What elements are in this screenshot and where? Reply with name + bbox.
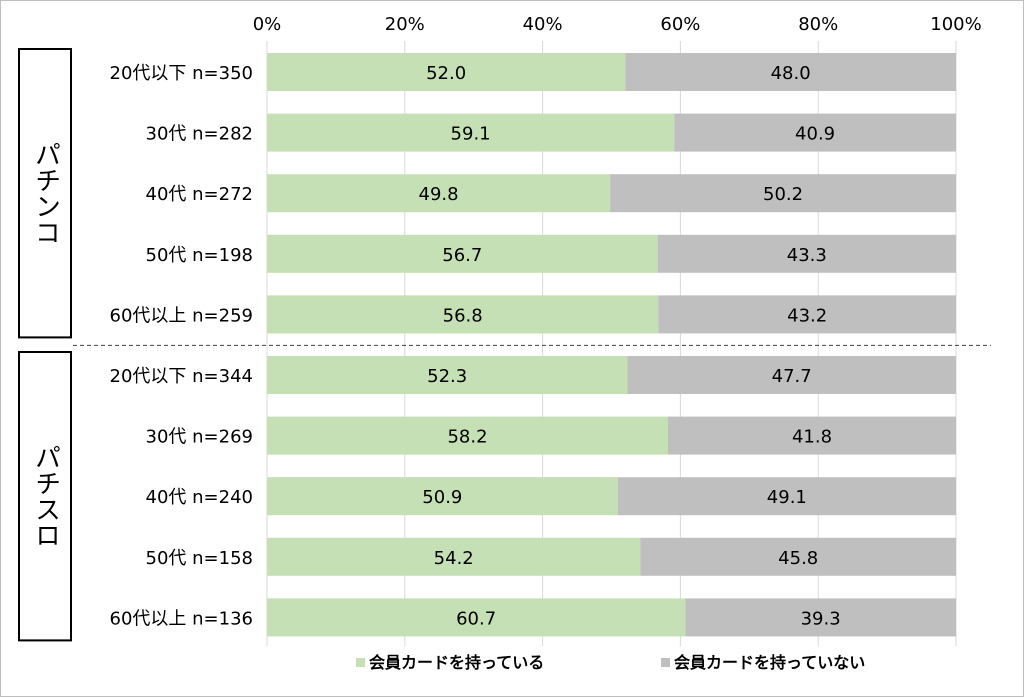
- legend-swatch-has-card: [356, 658, 365, 667]
- data-label: 50.2: [763, 184, 803, 205]
- bar-segment-has-card: [267, 477, 618, 516]
- data-label: 47.7: [772, 366, 812, 387]
- legend-swatch-no-card: [661, 658, 670, 667]
- bar-segment-has-card: [267, 295, 659, 334]
- data-label: 60.7: [456, 608, 496, 629]
- legend-label: 会員カードを持っている: [369, 653, 544, 672]
- data-label: 52.0: [426, 63, 466, 84]
- bar-segment-has-card: [267, 234, 658, 273]
- x-tick-label: 80%: [798, 14, 838, 35]
- bar-segment-no-card: [617, 477, 956, 516]
- bar-segment-no-card: [658, 295, 956, 334]
- category-label: 60代以上 n=136: [110, 608, 253, 629]
- data-label: 48.0: [771, 63, 811, 84]
- bar-segment-has-card: [267, 113, 675, 152]
- data-label: 43.3: [787, 245, 827, 266]
- bar-segment-has-card: [267, 537, 641, 576]
- data-label: 52.3: [427, 366, 467, 387]
- bar-segment-has-card: [267, 53, 626, 91]
- x-tick-label: 60%: [660, 14, 700, 35]
- bar-segment-no-card: [667, 416, 956, 455]
- bar-segment-no-card: [657, 234, 956, 273]
- data-label: 49.1: [767, 487, 807, 508]
- bar-segment-no-card: [625, 53, 956, 91]
- category-label: 20代以下 n=350: [110, 63, 253, 84]
- data-label: 59.1: [451, 124, 491, 145]
- category-label: 40代 n=240: [146, 487, 253, 508]
- bar-segment-no-card: [640, 537, 956, 576]
- data-label: 58.2: [447, 427, 487, 448]
- bar-segment-no-card: [627, 356, 956, 394]
- category-label: 50代 n=158: [146, 548, 253, 569]
- bar-segment-no-card: [610, 174, 956, 213]
- category-label: 30代 n=269: [146, 427, 253, 448]
- data-label: 43.2: [787, 305, 827, 326]
- bar-segment-has-card: [267, 598, 686, 637]
- category-label: 60代以上 n=259: [110, 305, 253, 326]
- bar-segment-has-card: [267, 416, 668, 455]
- x-tick-label: 40%: [523, 14, 563, 35]
- data-label: 41.8: [792, 427, 832, 448]
- data-label: 54.2: [434, 548, 474, 569]
- group-box: [18, 48, 72, 339]
- data-label: 39.3: [801, 608, 841, 629]
- group-box: [18, 351, 72, 642]
- data-label: 50.9: [422, 487, 462, 508]
- bar-segment-no-card: [674, 113, 956, 152]
- bar-segment-has-card: [267, 356, 628, 394]
- x-tick-label: 20%: [385, 14, 425, 35]
- group-label: パチンコ: [31, 141, 61, 245]
- x-tick-label: 0%: [253, 14, 282, 35]
- data-label: 56.7: [442, 245, 482, 266]
- x-tick-label: 100%: [930, 14, 981, 35]
- category-label: 40代 n=272: [146, 184, 253, 205]
- bar-segment-has-card: [267, 174, 611, 213]
- data-label: 56.8: [443, 305, 483, 326]
- data-label: 49.8: [419, 184, 459, 205]
- category-label: 50代 n=198: [146, 245, 253, 266]
- legend-label: 会員カードを持っていない: [674, 653, 865, 672]
- category-label: 30代 n=282: [146, 124, 253, 145]
- group-label: パチスロ: [31, 444, 61, 548]
- category-label: 20代以下 n=344: [110, 366, 253, 387]
- data-label: 45.8: [778, 548, 818, 569]
- data-label: 40.9: [795, 124, 835, 145]
- bar-segment-no-card: [685, 598, 956, 637]
